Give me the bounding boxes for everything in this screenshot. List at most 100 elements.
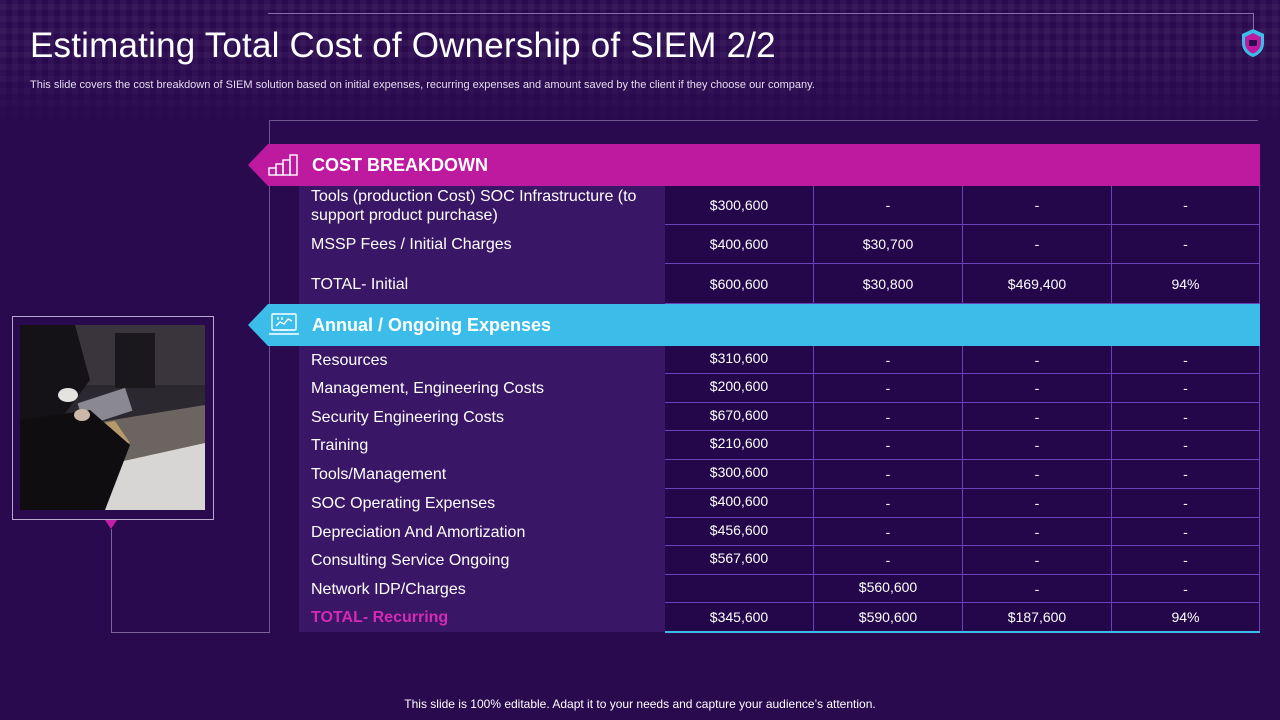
table-row: Management, Engineering Costs $200,600 -… [299,374,1260,403]
value-cell: - [814,403,963,431]
page-title: Estimating Total Cost of Ownership of SI… [30,26,776,65]
value-cell: $210,600 [665,431,814,460]
value-cell: - [1112,518,1260,546]
top-divider-line [268,13,1254,14]
row-label: Tools/Management [299,460,665,489]
row-label: Training [299,431,665,460]
value-cell: - [814,186,963,225]
row-label: Security Engineering Costs [299,403,665,431]
value-cell: - [963,518,1112,546]
value-cell: $30,700 [814,225,963,264]
table-frame-top [270,120,1258,121]
table-row: Depreciation And Amortization $456,600 -… [299,518,1260,546]
value-cell: $300,600 [665,460,814,489]
annual-expenses-header: Annual / Ongoing Expenses [248,304,1260,346]
value-cell: - [1112,546,1260,575]
table-row: Tools (production Cost) SOC Infrastructu… [299,186,1260,225]
value-cell: - [1112,225,1260,264]
row-label: Management, Engineering Costs [299,374,665,403]
value-cell: - [963,403,1112,431]
value-cell: - [1112,460,1260,489]
value-cell: $560,600 [814,575,963,603]
value-cell: - [963,489,1112,518]
value-cell: - [814,431,963,460]
value-cell: $400,600 [665,225,814,264]
value-cell: - [1112,431,1260,460]
table-row: Security Engineering Costs $670,600 - - … [299,403,1260,431]
connector-line-vertical [111,529,112,632]
value-cell: - [963,431,1112,460]
value-cell: - [963,225,1112,264]
table-row: Resources $310,600 - - - [299,346,1260,374]
value-cell: $30,800 [814,264,963,304]
value-cell: - [814,346,963,374]
table-row: Consulting Service Ongoing $567,600 - - … [299,546,1260,575]
value-cell: $400,600 [665,489,814,518]
table-row: SOC Operating Expenses $400,600 - - - [299,489,1260,518]
connector-line-horizontal [111,632,270,633]
table-row: Network IDP/Charges $560,600 - - [299,575,1260,603]
value-cell: - [814,489,963,518]
value-cell: - [1112,575,1260,603]
value-cell: - [963,346,1112,374]
bar-steps-icon [268,154,298,176]
shield-icon [1242,29,1264,57]
value-cell: $200,600 [665,374,814,403]
row-label: Depreciation And Amortization [299,518,665,546]
value-cell: $469,400 [963,264,1112,304]
row-label: SOC Operating Expenses [299,489,665,518]
value-cell: $600,600 [665,264,814,304]
value-cell: - [814,460,963,489]
value-cell: - [963,374,1112,403]
value-cell: - [963,460,1112,489]
value-cell: $567,600 [665,546,814,575]
background-pattern [0,0,1280,130]
value-cell: $590,600 [814,603,963,632]
row-label: MSSP Fees / Initial Charges [299,225,665,264]
page-subtitle: This slide covers the cost breakdown of … [30,79,815,91]
value-cell: - [814,518,963,546]
annual-expenses-arrow [248,304,268,346]
photo-frame [12,316,214,520]
value-cell: $456,600 [665,518,814,546]
value-cell: $310,600 [665,346,814,374]
value-cell: - [1112,403,1260,431]
table-row: Training $210,600 - - - [299,431,1260,460]
table-row: TOTAL- Initial $600,600 $30,800 $469,400… [299,264,1260,304]
table-bottom-accent [665,631,1260,633]
table-row: Tools/Management $300,600 - - - [299,460,1260,489]
row-label: TOTAL- Recurring [299,603,665,632]
value-cell: $300,600 [665,186,814,225]
photo-pointer [105,520,117,529]
value-cell: 94% [1112,264,1260,304]
table-row: TOTAL- Recurring $345,600 $590,600 $187,… [299,603,1260,632]
value-cell: - [1112,346,1260,374]
value-cell: $670,600 [665,403,814,431]
cost-breakdown-title: COST BREAKDOWN [312,155,488,175]
value-cell: - [814,374,963,403]
cost-breakdown-arrow [248,144,268,186]
row-label: Network IDP/Charges [299,575,665,603]
value-cell [665,575,814,603]
monitor-chart-icon [269,313,299,335]
top-divider-drop [1253,13,1254,31]
annual-expenses-title: Annual / Ongoing Expenses [312,315,552,335]
row-label: Consulting Service Ongoing [299,546,665,575]
value-cell: - [1112,489,1260,518]
table-frame-left [269,120,270,633]
value-cell: - [1112,186,1260,225]
table-row: MSSP Fees / Initial Charges $400,600 $30… [299,225,1260,264]
row-label: Tools (production Cost) SOC Infrastructu… [299,186,665,225]
value-cell: 94% [1112,603,1260,632]
value-cell: - [1112,374,1260,403]
value-cell: - [963,575,1112,603]
cost-breakdown-header: COST BREAKDOWN [248,144,1260,186]
value-cell: $187,600 [963,603,1112,632]
business-meeting-photo [20,325,205,510]
value-cell: - [963,546,1112,575]
value-cell: - [963,186,1112,225]
row-label: Resources [299,346,665,374]
footer-note: This slide is 100% editable. Adapt it to… [404,697,876,711]
value-cell: - [814,546,963,575]
value-cell: $345,600 [665,603,814,632]
